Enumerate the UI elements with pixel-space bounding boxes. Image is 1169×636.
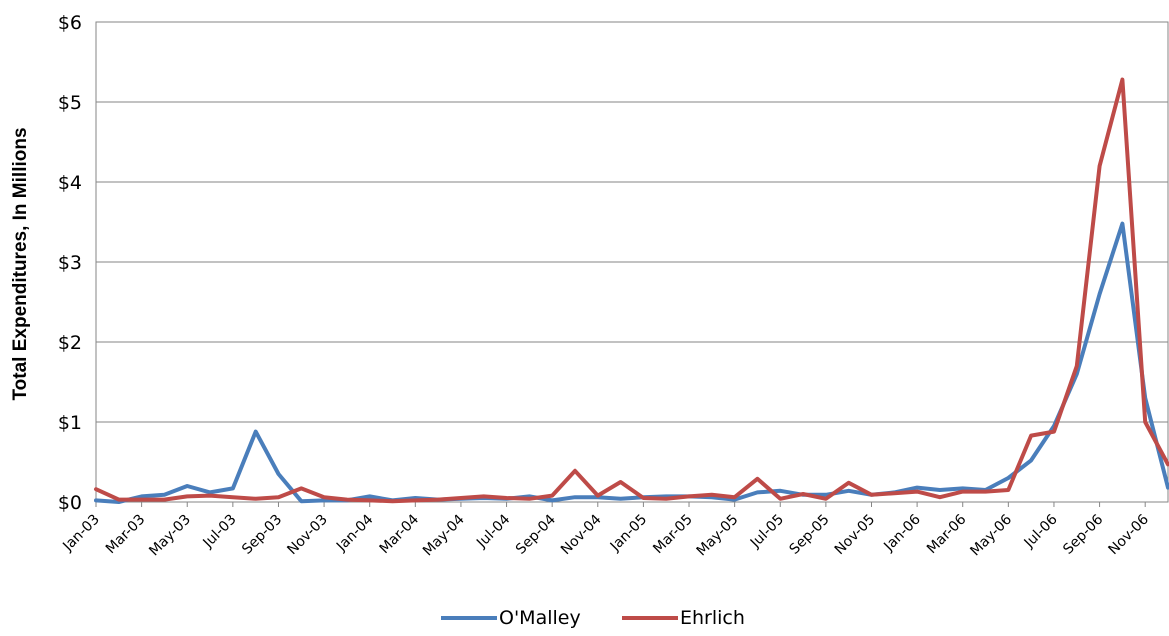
x-tick-label: Jul-04: [473, 511, 513, 551]
x-tick-label: Jul-05: [747, 512, 787, 552]
x-tick-label: Mar-06: [924, 511, 970, 557]
x-tick-label: Mar-03: [103, 512, 149, 558]
x-tick-label: May-05: [694, 512, 742, 560]
series-lines: [94, 77, 1169, 504]
series-line: [94, 77, 1169, 504]
x-tick-label: Jan-06: [880, 511, 924, 555]
x-tick-label: Mar-04: [377, 511, 423, 557]
y-tick-label: $4: [58, 172, 82, 194]
x-tick-label: Jul-06: [1021, 511, 1061, 551]
x-tick-label: Nov-06: [1105, 511, 1152, 558]
x-tick-label: May-06: [967, 511, 1015, 559]
series-line: [94, 221, 1169, 504]
y-tick-label: $0: [58, 492, 82, 514]
y-tick-label: $3: [58, 252, 82, 274]
y-tick-label: $5: [58, 92, 82, 114]
legend-label: Ehrlich: [680, 607, 745, 629]
x-tick-label: Sep-03: [239, 512, 285, 558]
x-tick-label: Sep-04: [513, 511, 559, 557]
legend: O'Malley Ehrlich: [441, 607, 745, 629]
y-tick-label: $6: [58, 12, 82, 34]
y-axis-ticks: $0 $1 $2 $3 $4 $5 $6: [58, 12, 82, 514]
x-tick-label: Sep-05: [787, 512, 833, 558]
x-tick-label: Nov-04: [558, 511, 605, 558]
y-tick-label: $2: [58, 332, 82, 354]
x-tick-label: Mar-05: [650, 512, 696, 558]
x-tick-label: Jan-05: [607, 512, 650, 555]
plot-area: [95, 21, 1169, 503]
x-tick-label: May-04: [420, 511, 468, 559]
legend-label: O'Malley: [499, 607, 581, 629]
x-tick-label: Jan-04: [333, 511, 377, 555]
y-tick-label: $1: [58, 412, 82, 434]
y-axis-label: Total Expenditures, In Millions: [10, 127, 31, 400]
x-tick-label: Nov-05: [832, 512, 879, 559]
x-tick-label: Nov-03: [284, 512, 331, 559]
x-tick-label: Jul-03: [200, 512, 240, 552]
x-tick-label: Sep-06: [1060, 511, 1106, 557]
x-tick-label: Jan-03: [59, 512, 102, 555]
x-tick-label: May-03: [146, 512, 194, 560]
